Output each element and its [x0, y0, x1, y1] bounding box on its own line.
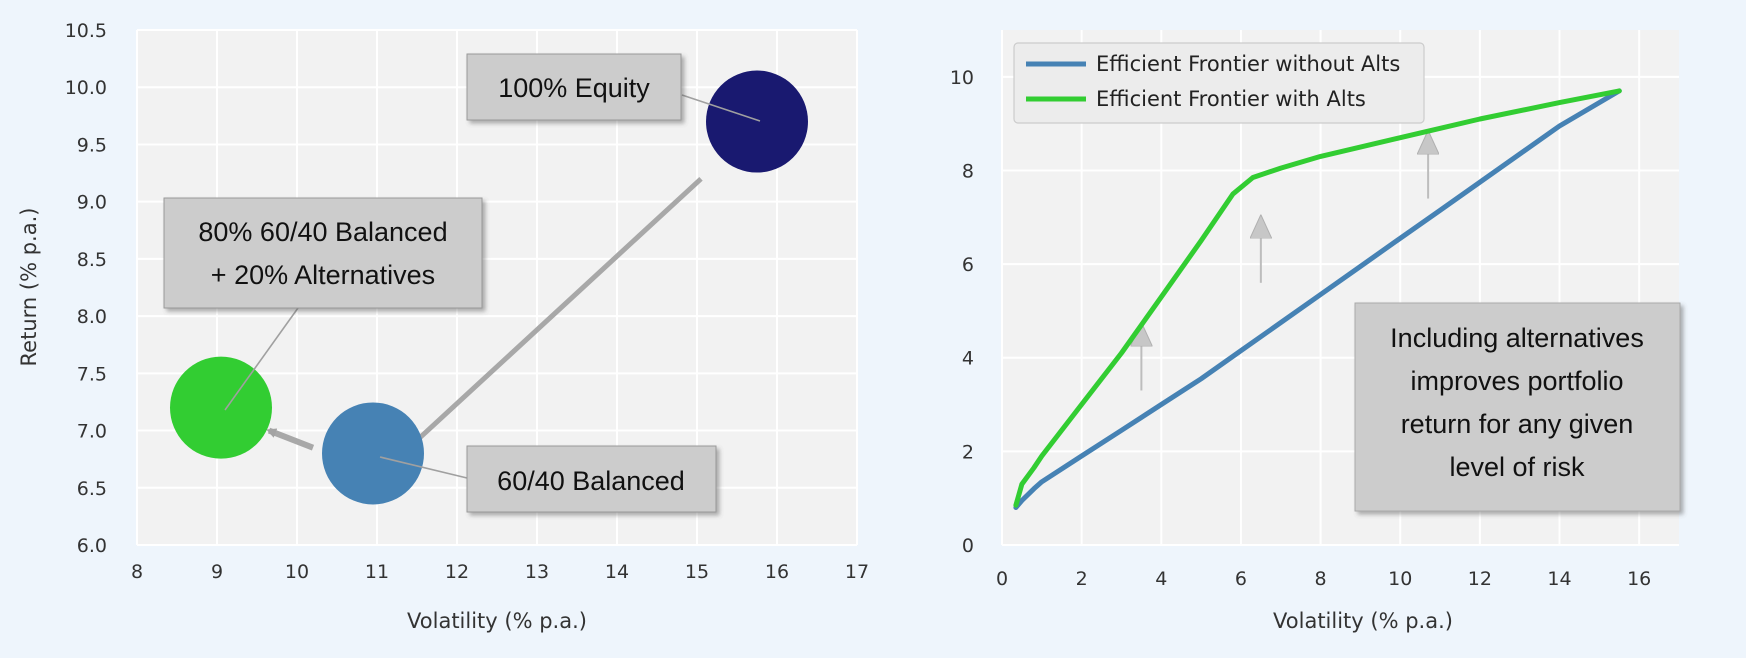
bubble-2	[170, 356, 272, 459]
left-y-tick-3: 7.5	[77, 363, 107, 385]
left-y-tick-8: 10.0	[65, 77, 107, 99]
equity-callout-box	[466, 53, 682, 121]
alternatives-callout-line-1: 80% 60/40 Balanced	[198, 217, 447, 247]
left-callouts: 100% Equity 60/40 Balanced 80% 60/40 Bal…	[163, 53, 761, 513]
right-y-tick-1: 2	[962, 441, 974, 463]
right-y-tick-2: 4	[962, 348, 974, 370]
balanced-leader-line	[379, 456, 468, 479]
left-x-tick-5: 13	[525, 561, 549, 583]
right-x-tick-7: 14	[1547, 568, 1571, 590]
left-y-tick-5: 8.5	[77, 249, 107, 271]
insight-callout	[1354, 302, 1681, 512]
left-tick-labels: 8 9 10 11 12 13 14 15 16 17 6.0 6.5 7.0 7.5 8.0 8.5 9.0 9…	[65, 20, 869, 583]
left-y-tick-6: 9.0	[77, 192, 107, 214]
equity-leader-line	[681, 94, 761, 122]
insight-callout-box	[1354, 302, 1681, 512]
left-scatter-chart: 8 9 10 11 12 13 14 15 16 17 6.0 6.5 7.0 7.5 8.0 8.5 9.0 9…	[17, 20, 869, 633]
right-y-tick-4: 8	[962, 160, 974, 182]
balanced-callout-box	[466, 445, 717, 513]
equity-callout-label: 100% Equity	[498, 73, 650, 103]
bubble-0	[706, 70, 808, 173]
left-x-tick-9: 17	[845, 561, 869, 583]
left-x-tick-6: 14	[605, 561, 629, 583]
left-markers	[170, 70, 808, 505]
right-x-tick-1: 2	[1076, 568, 1088, 590]
alternatives-callout-box	[163, 197, 483, 309]
right-line-chart: 0 2 4 6 8 10 12 14 16 0 2 4 6 8 10 Volatility (% p.a.)…	[950, 30, 1681, 633]
right-x-tick-5: 10	[1388, 568, 1412, 590]
right-x-tick-3: 6	[1235, 568, 1247, 590]
bubble-1	[322, 402, 424, 505]
right-x-tick-0: 0	[996, 568, 1008, 590]
left-x-tick-3: 11	[365, 561, 389, 583]
left-x-tick-1: 9	[211, 561, 223, 583]
insight-callout-line-4: level of risk	[1449, 452, 1585, 482]
legend-label-with-alts: Efficient Frontier with Alts	[1096, 87, 1366, 111]
left-arrow-1	[266, 427, 315, 451]
right-y-tick-5: 10	[950, 67, 974, 89]
right-y-tick-0: 0	[962, 535, 974, 557]
alternatives-leader-line	[224, 307, 299, 411]
left-y-tick-4: 8.0	[77, 306, 107, 328]
right-x-axis-label: Volatility (% p.a.)	[1273, 609, 1453, 633]
left-y-tick-1: 6.5	[77, 478, 107, 500]
legend-box	[1013, 42, 1425, 124]
alternatives-callout-line-2: + 20% Alternatives	[211, 260, 435, 290]
series-line-1	[1013, 88, 1622, 508]
balanced-callout-label: 60/40 Balanced	[497, 466, 685, 496]
legend: Efficient Frontier without Alts Efficien…	[1013, 42, 1425, 124]
insight-callout-line-1: Including alternatives	[1390, 323, 1644, 353]
series-line-0	[1013, 88, 1622, 510]
left-y-tick-7: 9.5	[77, 134, 107, 156]
right-x-tick-2: 4	[1155, 568, 1167, 590]
left-y-tick-2: 7.0	[77, 421, 107, 443]
right-tick-labels: 0 2 4 6 8 10 12 14 16 0 2 4 6 8 10	[950, 67, 1651, 590]
insight-callout-line-2: improves portfolio	[1410, 366, 1623, 396]
right-series	[1013, 88, 1622, 510]
right-x-tick-4: 8	[1315, 568, 1327, 590]
left-y-axis-label: Return (% p.a.)	[17, 208, 41, 367]
left-arrow-0	[406, 176, 703, 450]
left-x-tick-2: 10	[285, 561, 309, 583]
insight-callout-line-3: return for any given	[1401, 409, 1634, 439]
right-x-tick-8: 16	[1627, 568, 1651, 590]
left-x-tick-7: 15	[685, 561, 709, 583]
right-x-tick-6: 12	[1468, 568, 1492, 590]
left-x-tick-4: 12	[445, 561, 469, 583]
left-y-tick-0: 6.0	[77, 535, 107, 557]
left-x-tick-8: 16	[765, 561, 789, 583]
left-x-axis-label: Volatility (% p.a.)	[407, 609, 587, 633]
legend-label-without-alts: Efficient Frontier without Alts	[1096, 52, 1400, 76]
right-y-tick-3: 6	[962, 254, 974, 276]
left-x-tick-0: 8	[131, 561, 143, 583]
left-y-tick-9: 10.5	[65, 20, 107, 42]
